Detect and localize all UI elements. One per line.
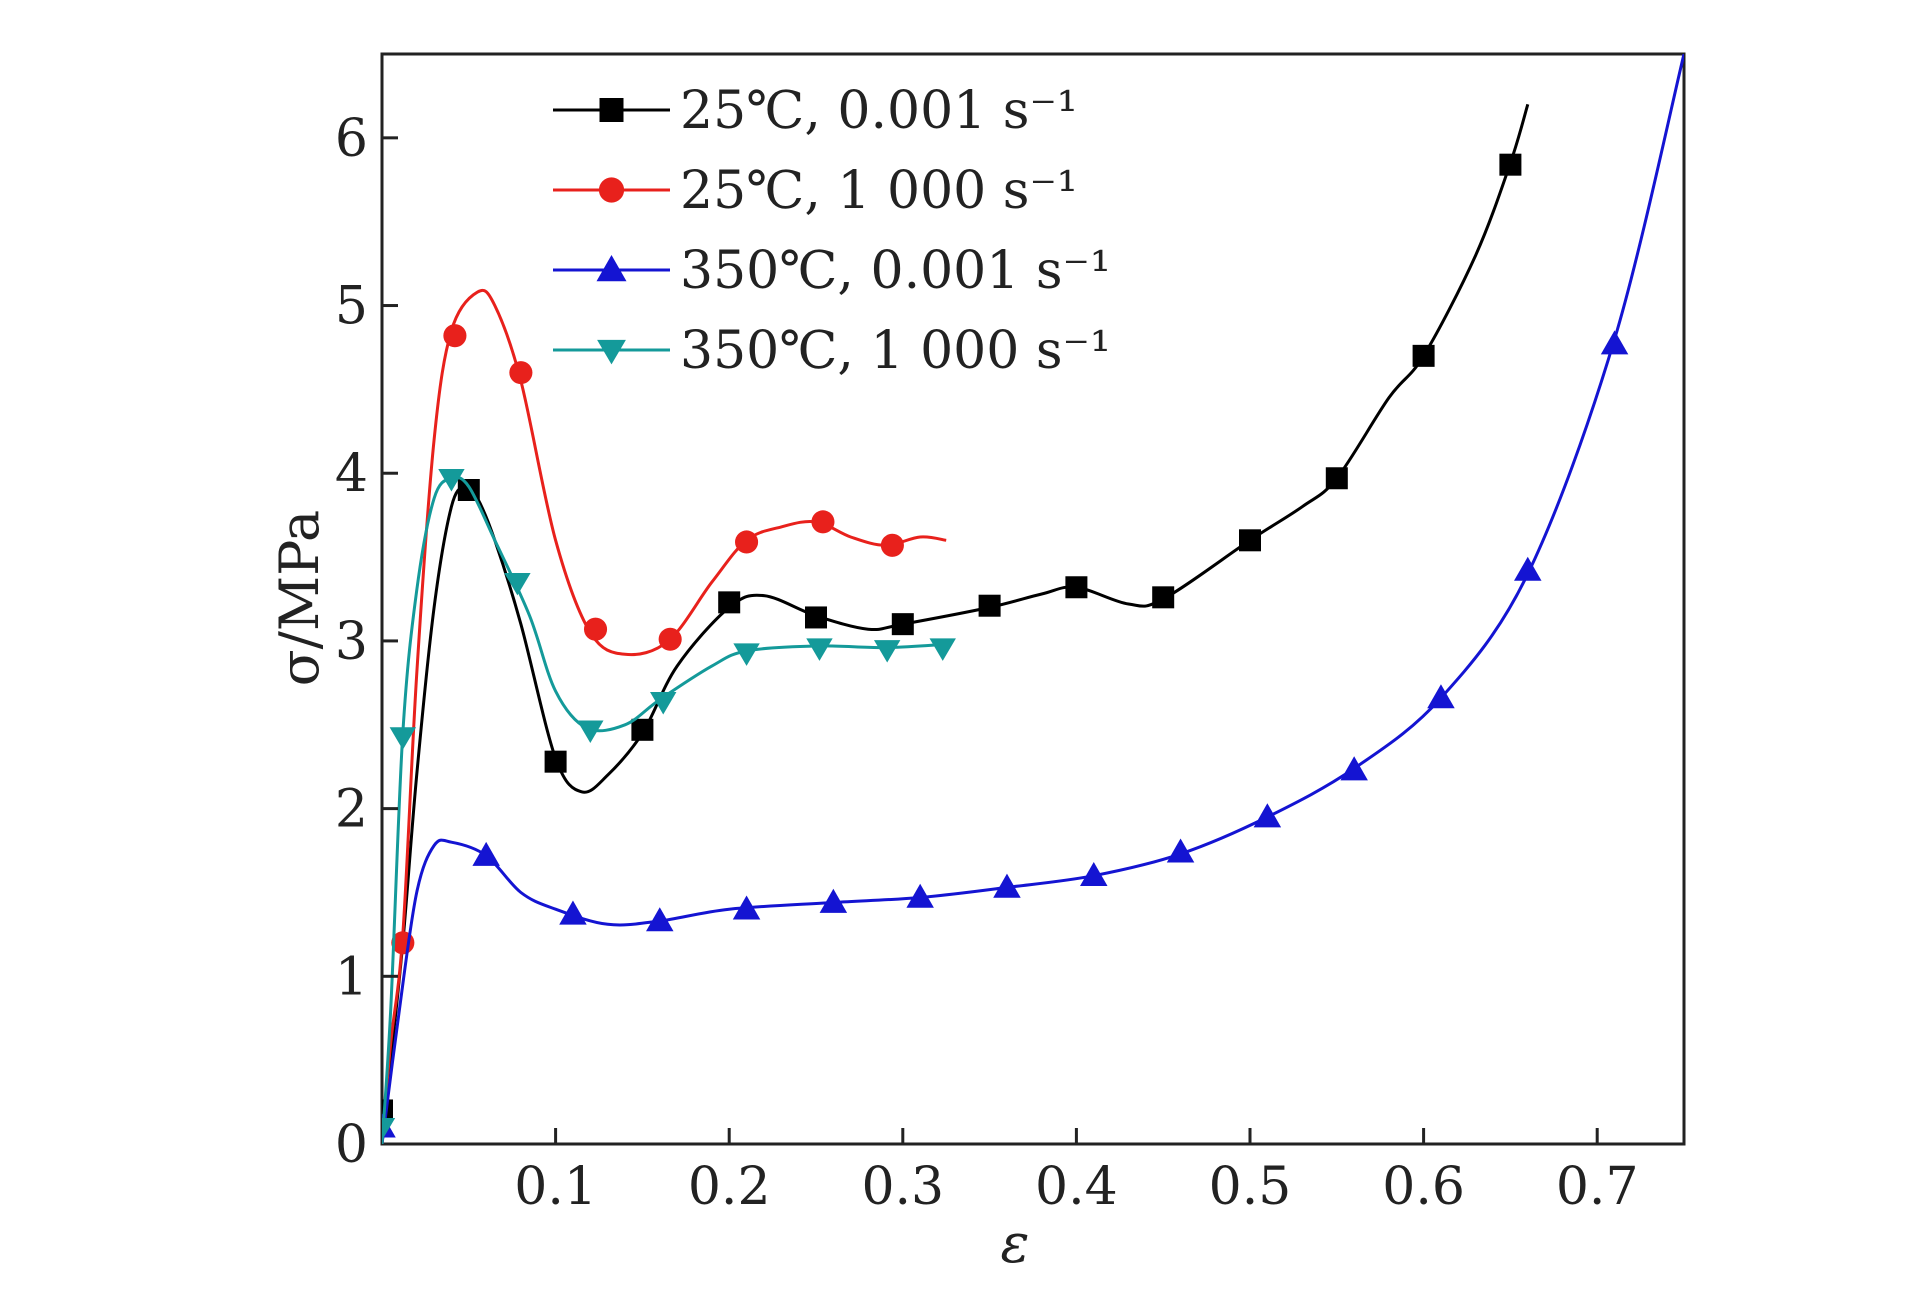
series-3-point-10 (1166, 838, 1195, 863)
series-2-point-8 (880, 533, 904, 557)
legend-label: 350℃, 1 000 s⁻¹ (680, 321, 1111, 381)
series-2-point-6 (735, 530, 759, 554)
series-4-point-7 (733, 643, 760, 666)
legend-label: 350℃, 0.001 s⁻¹ (680, 241, 1111, 301)
legend-marker (599, 98, 624, 122)
series-3-point-13 (1427, 684, 1455, 709)
y-tick-label: 4 (335, 444, 368, 504)
series-4-point-5 (577, 720, 604, 743)
series-4-point-6 (650, 692, 677, 715)
y-tick-label: 2 (335, 780, 368, 840)
legend: 25℃, 0.001 s⁻¹ 25℃, 1 000 s⁻¹ 350℃, 0.001 … (553, 81, 1111, 381)
series-1-point-11 (1239, 529, 1261, 552)
series-3-point-8 (993, 873, 1021, 898)
x-tick-label: 0.6 (1382, 1157, 1465, 1217)
legend-marker (597, 339, 626, 365)
legend-label: 25℃, 1 000 s⁻¹ (680, 161, 1078, 221)
series-4-point-3 (438, 469, 465, 492)
series-3-point-2 (472, 841, 500, 866)
series-4-point-1 (382, 1117, 396, 1141)
x-tick-label: 0.3 (861, 1157, 944, 1217)
series-4-point-9 (873, 640, 901, 663)
y-tick-label: 3 (335, 612, 368, 672)
x-tick-label: 0.1 (514, 1157, 597, 1217)
series-1-point-3 (544, 750, 567, 773)
series-3-point-14 (1514, 556, 1542, 581)
series-4-point-4 (504, 572, 531, 596)
series-1-point-4 (631, 718, 654, 741)
series-1 (382, 103, 1530, 1144)
series-2-point-3 (509, 361, 533, 385)
series-3-point-15 (1600, 330, 1629, 355)
series-3-point-3 (559, 900, 587, 925)
legend-item-1: 25℃, 0.001 s⁻¹ (553, 81, 1078, 141)
x-tick-label: 0.2 (688, 1157, 771, 1217)
series-3-point-9 (1080, 861, 1108, 887)
series-4-point-8 (806, 638, 833, 661)
series-1-point-12 (1325, 467, 1348, 490)
series-line-3 (382, 54, 1684, 1144)
series-3-point-7 (906, 883, 934, 908)
series-3-point-4 (646, 907, 674, 932)
series-1-point-13 (1412, 344, 1435, 367)
series-1-point-14 (1499, 153, 1522, 176)
legend-item-3: 350℃, 0.001 s⁻¹ (553, 241, 1111, 301)
series-3 (382, 54, 1684, 1144)
series-4-point-10 (929, 638, 956, 661)
y-tick-label: 0 (335, 1115, 368, 1175)
series-3-point-6 (819, 888, 848, 913)
series-layer (382, 54, 1684, 1144)
legend-item-2: 25℃, 1 000 s⁻¹ (553, 161, 1078, 221)
ticks-layer: 0.1 0.2 0.3 0.4 0.5 0.6 0.7 0 1 2 3 4 5 6 (335, 109, 1639, 1217)
y-tick-label: 5 (335, 277, 368, 337)
series-1-point-9 (1065, 576, 1088, 599)
series-2-point-5 (658, 627, 682, 651)
series-4 (382, 469, 956, 1144)
series-1-point-5 (718, 591, 741, 614)
series-3-point-11 (1253, 803, 1282, 828)
x-tick-label: 0.4 (1035, 1157, 1118, 1217)
series-3-point-5 (732, 895, 761, 920)
legend-marker (598, 177, 625, 203)
series-2-point-2 (443, 324, 467, 348)
series-3-point-12 (1340, 756, 1368, 781)
series-1-point-6 (805, 606, 827, 629)
y-tick-label: 6 (335, 109, 368, 169)
y-tick-label: 1 (335, 947, 368, 1007)
series-line-4 (382, 475, 947, 1144)
x-axis-title: ε (1001, 1212, 1030, 1275)
series-4-point-2 (389, 727, 417, 750)
plot-frame (380, 52, 1686, 1146)
series-1-point-7 (891, 613, 914, 636)
x-tick-label: 0.7 (1556, 1157, 1639, 1217)
series-2 (382, 288, 947, 1144)
legend-label: 25℃, 0.001 s⁻¹ (680, 81, 1078, 141)
y-axis-title: σ/MPa (268, 510, 331, 686)
legend-marker (596, 255, 627, 282)
legend-item-4: 350℃, 1 000 s⁻¹ (553, 321, 1111, 381)
series-line-2 (382, 288, 947, 1144)
x-tick-label: 0.5 (1209, 1157, 1292, 1217)
series-1-point-10 (1152, 586, 1175, 609)
series-2-point-4 (583, 617, 608, 641)
series-1-point-8 (978, 594, 1001, 617)
series-2-point-7 (811, 510, 835, 534)
